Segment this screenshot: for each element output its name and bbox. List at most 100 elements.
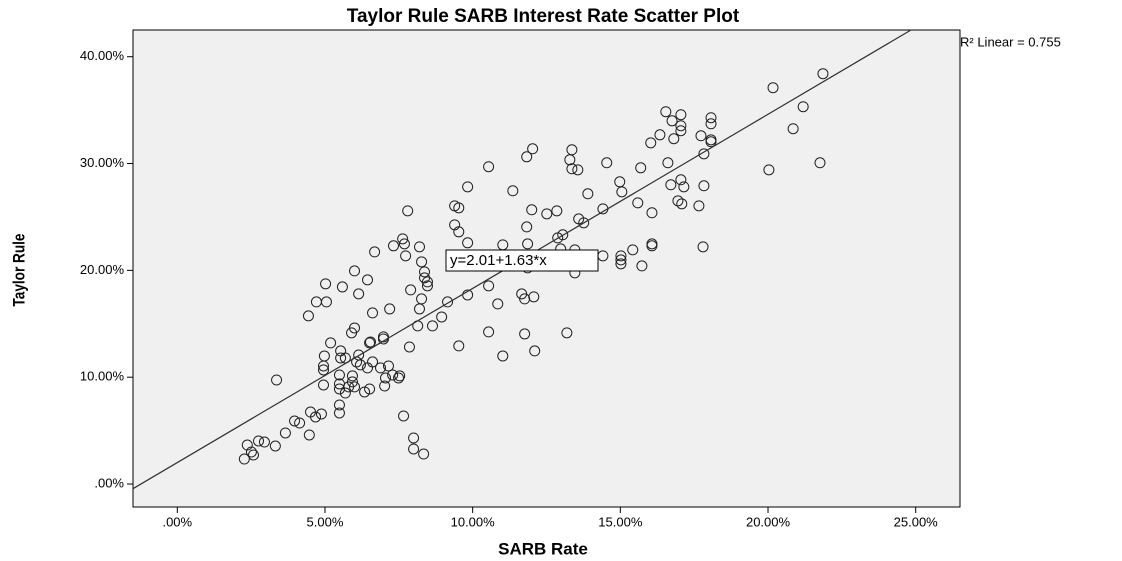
point [258,436,270,448]
point [380,372,392,384]
point [698,180,710,192]
point [763,164,775,176]
point [335,352,347,364]
point [418,448,430,460]
point [636,260,648,272]
point [566,144,578,156]
x-axis-title: SARB Rate [498,539,588,558]
point [271,374,283,386]
point [527,143,539,155]
point [654,129,666,141]
point [582,188,594,200]
point [402,205,414,217]
point [364,383,376,395]
point [646,207,658,219]
point [336,281,348,293]
point [541,208,553,220]
point [483,161,495,173]
point [453,340,465,352]
point [377,331,389,343]
point [375,362,387,374]
point [393,372,405,384]
y-tick-label: 20.00% [80,262,125,277]
point [557,229,569,241]
y-tick-label: .00% [94,475,124,490]
point [369,246,381,258]
point [572,164,584,176]
point [616,186,628,198]
point [353,288,365,300]
point [526,204,538,216]
point [333,369,345,381]
point [695,130,707,142]
point [453,226,465,238]
point [675,125,687,137]
point [797,101,809,113]
fit-annotation: y=2.01+1.63*x [450,252,547,269]
point [289,415,301,427]
y-tick-label: 30.00% [80,155,125,170]
point [705,118,717,130]
point [483,280,495,292]
point [318,350,330,362]
point [662,157,674,169]
point [398,410,410,422]
point [676,198,688,210]
point [528,291,540,303]
point [354,359,366,371]
point [387,369,399,381]
point [645,137,657,149]
point [294,417,306,429]
point [632,197,644,209]
point [400,250,412,262]
point [566,163,578,175]
point [436,311,448,323]
point [522,238,534,250]
point [346,376,358,388]
point [421,276,433,288]
point [238,453,250,465]
point [601,157,613,169]
point [421,280,433,292]
point [666,115,678,127]
point [492,298,504,310]
point [349,265,361,277]
point [388,240,400,252]
point [346,327,358,339]
point [253,435,265,447]
point [408,432,420,444]
point [767,82,779,94]
point [665,179,677,191]
point [339,387,351,399]
point [507,185,519,197]
point [462,181,474,193]
point [660,106,672,118]
point [521,151,533,163]
point [698,148,710,160]
point [398,238,410,250]
chart-title: Taylor Rule SARB Interest Rate Scatter P… [347,6,740,27]
point [615,254,627,266]
point [318,364,330,376]
point [382,360,394,372]
point [529,345,541,357]
point [367,356,379,368]
point [697,241,709,253]
point [675,174,687,186]
point [453,202,465,214]
point [551,205,563,217]
point [315,408,327,420]
point [318,379,330,391]
point [333,407,345,419]
point [419,266,431,278]
point [349,381,361,393]
x-tick-label: 25.00% [894,514,939,529]
point [668,133,680,145]
point [333,399,345,411]
point [302,310,314,322]
x-tick-label: 5.00% [307,514,344,529]
point [394,370,406,382]
point [483,326,495,338]
